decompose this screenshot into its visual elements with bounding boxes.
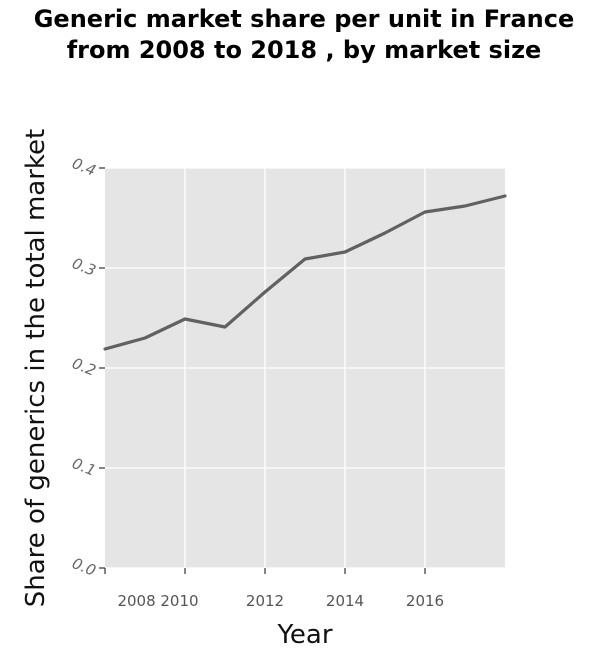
y-tick-label: 0.2	[70, 354, 99, 380]
chart-title-line-2: from 2008 to 2018 , by market size	[66, 36, 542, 64]
y-tick-label: 0.1	[70, 454, 99, 480]
y-tick-label: 0.4	[70, 154, 99, 180]
y-tick-label: 0.0	[70, 554, 99, 580]
y-tick-label: 0.3	[70, 254, 99, 280]
chart-title-line-1: Generic market share per unit in France	[33, 5, 575, 33]
x-tick-label: 2008 2010	[117, 592, 198, 610]
y-axis-title: Share of generics in the total market	[21, 129, 51, 608]
x-tick-label: 2016	[406, 592, 444, 610]
x-tick-label: 2012	[246, 592, 284, 610]
x-axis-title: Year	[276, 620, 332, 650]
x-tick-label: 2014	[326, 592, 364, 610]
chart-title: Generic market share per unit in France …	[0, 4, 608, 66]
series-line	[103, 194, 507, 351]
